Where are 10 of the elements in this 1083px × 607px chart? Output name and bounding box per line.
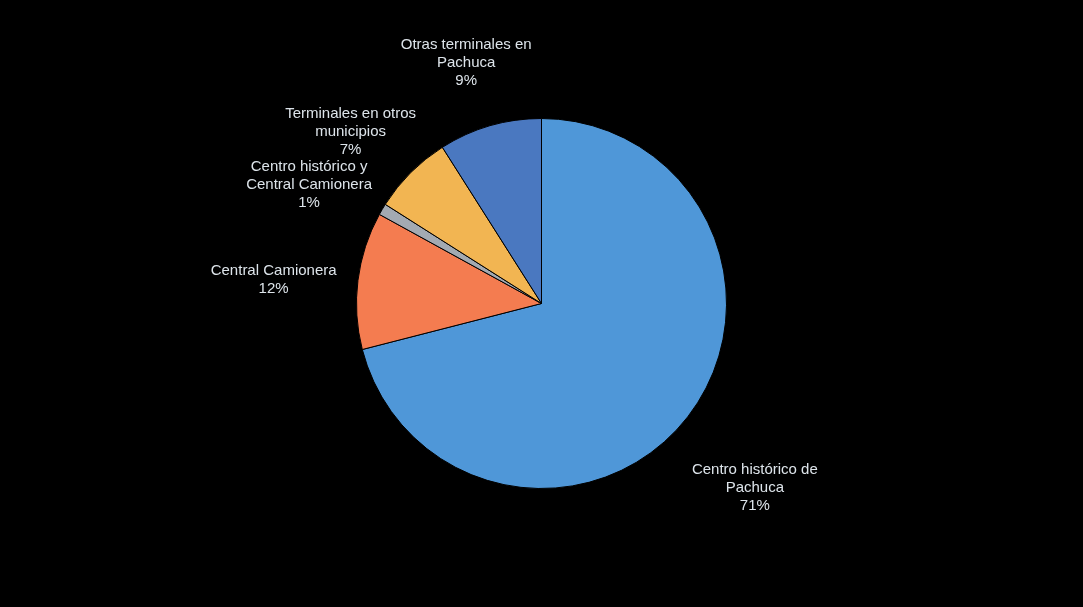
slice-label: Centro histórico de Pachuca <box>691 459 818 495</box>
slice-label: Centro histórico y Central Camionera <box>246 157 373 193</box>
slice-label: Central Camionera <box>210 260 338 278</box>
data-label: 12% <box>258 278 289 296</box>
data-label: 71% <box>739 495 770 513</box>
data-label: 7% <box>339 139 362 157</box>
data-label: 9% <box>455 71 478 89</box>
data-label: 1% <box>298 193 320 211</box>
slice-label: Otras terminales en Pachuca <box>400 35 532 71</box>
slice-label: Terminales en otros municipios <box>285 103 417 139</box>
